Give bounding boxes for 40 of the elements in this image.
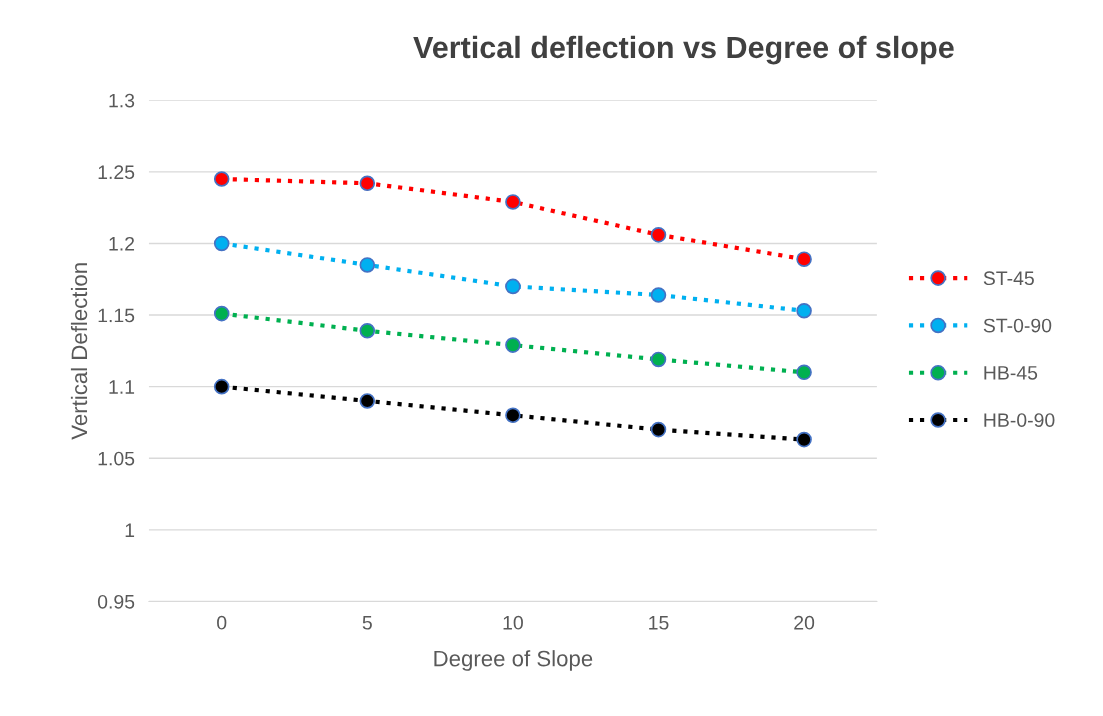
x-tick-label: 10 xyxy=(503,615,523,630)
point xyxy=(359,323,376,339)
y-tick-label: 1.15 xyxy=(98,308,135,323)
y-tick-label: 0.95 xyxy=(97,594,135,609)
point xyxy=(359,257,376,273)
y-tick-label: 1.2 xyxy=(109,236,135,251)
point xyxy=(213,235,230,252)
legend-label: ST-45 xyxy=(983,271,1034,286)
point xyxy=(213,171,230,187)
point xyxy=(796,431,812,448)
x-tick-label: 0 xyxy=(217,615,227,630)
point xyxy=(213,378,230,395)
legend-label: HB-45 xyxy=(984,366,1038,380)
legend-label: ST-0-90 xyxy=(983,318,1052,333)
point xyxy=(796,364,812,381)
x-axis-title: Degree of Slope xyxy=(434,650,593,671)
point xyxy=(505,337,521,353)
x-tick-label: 5 xyxy=(362,616,372,630)
point xyxy=(796,302,812,319)
y-tick-label: 1.25 xyxy=(98,165,135,180)
y-tick-label: 1.05 xyxy=(98,451,135,466)
point xyxy=(796,251,812,267)
point xyxy=(650,351,667,368)
point xyxy=(213,305,230,322)
y-tick-label: 1.1 xyxy=(109,380,135,394)
point xyxy=(359,175,376,192)
point xyxy=(650,227,667,243)
point xyxy=(650,287,667,303)
point xyxy=(650,421,667,438)
point xyxy=(505,407,521,424)
y-tick-label: 1.3 xyxy=(109,93,135,108)
legend-label: HB-0-90 xyxy=(984,413,1055,427)
point xyxy=(359,393,376,409)
x-tick-label: 15 xyxy=(649,616,669,630)
x-tick-label: 20 xyxy=(794,615,815,630)
point xyxy=(505,194,521,210)
point xyxy=(505,278,521,295)
chart-title: Vertical deflection vs Degree of slope xyxy=(413,35,954,65)
y-tick-label: 1 xyxy=(125,523,135,537)
y-axis-title: Vertical Deflection xyxy=(70,263,88,440)
